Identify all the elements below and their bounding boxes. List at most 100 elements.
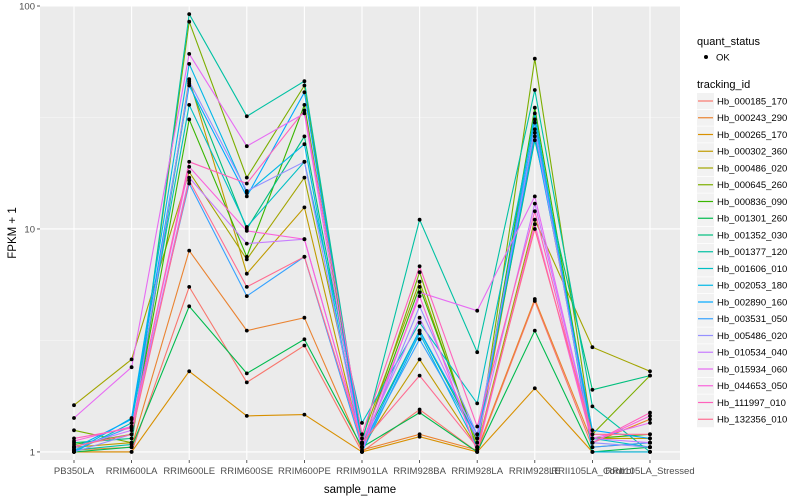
legend-points: OK	[704, 53, 730, 64]
x-tick-label: RRII105LA_Control	[551, 466, 633, 477]
y-tick-label: 10	[24, 224, 35, 235]
data-point	[532, 117, 537, 122]
data-point	[648, 432, 652, 437]
data-point	[72, 416, 76, 420]
data-point	[590, 428, 595, 433]
data-point	[532, 105, 537, 110]
data-point	[417, 270, 422, 275]
data-point	[72, 403, 76, 408]
data-point	[417, 264, 422, 269]
data-point	[417, 373, 422, 378]
data-point	[590, 436, 595, 441]
x-tick-label: RRIM600PE	[278, 466, 331, 477]
x-axis-title: sample_name	[324, 484, 396, 496]
data-point	[648, 436, 652, 441]
data-point	[187, 12, 192, 16]
data-point	[417, 290, 422, 295]
data-point	[532, 227, 537, 231]
data-point	[72, 436, 76, 441]
data-point	[129, 436, 134, 441]
data-point	[532, 222, 537, 227]
data-point	[360, 421, 364, 425]
data-point	[129, 442, 134, 447]
legend-title-quant-status: quant_status	[697, 36, 760, 48]
data-point	[417, 357, 422, 362]
data-point	[417, 331, 422, 336]
legend-colors: Hb_000185_170 Hb_000243_290 Hb_000265_170 H…	[697, 93, 787, 428]
x-tick-label: RRIM928LA	[451, 466, 503, 477]
data-point	[302, 142, 307, 147]
data-point	[417, 320, 422, 325]
data-point	[129, 432, 134, 437]
data-point	[532, 194, 537, 199]
data-point	[532, 328, 537, 333]
data-point	[475, 445, 480, 450]
data-point	[590, 345, 595, 350]
data-point	[187, 285, 192, 289]
data-point	[129, 450, 134, 454]
data-point	[187, 170, 192, 174]
x-tick-label: PB350LA	[54, 466, 95, 477]
data-point	[187, 117, 192, 122]
data-point	[360, 432, 364, 437]
data-point	[302, 79, 307, 84]
data-point	[360, 445, 364, 450]
data-point	[417, 315, 422, 320]
data-point	[532, 127, 537, 132]
data-point	[187, 19, 192, 24]
legend-label: Hb_002890_160	[717, 297, 787, 308]
data-point	[648, 414, 652, 418]
data-point	[648, 410, 652, 415]
data-point	[244, 285, 249, 289]
data-point	[302, 337, 307, 342]
data-point	[532, 130, 537, 135]
data-point	[360, 440, 364, 445]
data-point	[187, 164, 192, 169]
data-point	[417, 407, 422, 412]
data-point	[590, 432, 595, 437]
legend-point-key	[704, 55, 708, 59]
data-point	[187, 52, 192, 56]
data-point	[302, 175, 307, 180]
data-point	[244, 371, 249, 376]
legend-label: Hb_000645_260	[717, 180, 787, 191]
data-point	[532, 209, 537, 214]
data-point	[244, 229, 249, 233]
data-point	[187, 304, 192, 309]
x-tick-label: RRIM600LA	[106, 466, 158, 477]
data-point	[187, 248, 192, 253]
data-point	[129, 421, 134, 425]
legend-label: Hb_000302_360	[717, 147, 787, 158]
data-point	[532, 386, 537, 391]
data-point	[417, 285, 422, 289]
data-point	[187, 103, 192, 107]
legend-label: Hb_000185_170	[717, 96, 787, 107]
data-point	[302, 108, 307, 113]
data-point	[244, 380, 249, 385]
data-point	[417, 279, 422, 284]
data-point	[475, 440, 480, 445]
plot-panel	[40, 6, 680, 460]
legend-label: Hb_111997_010	[717, 398, 786, 409]
data-point	[244, 241, 249, 246]
legend-label: Hb_001377_120	[717, 247, 787, 258]
data-point	[648, 440, 652, 445]
legend: quant_status OK tracking_id Hb_000185_17…	[697, 36, 787, 428]
x-tick-label: RRIM901LA	[336, 466, 388, 477]
data-point	[590, 445, 595, 450]
x-tick-label: RRIM600LE	[163, 466, 215, 477]
data-point	[129, 426, 134, 430]
x-axis: PB350LA RRIM600LA RRIM600LE RRIM600SE RRIM60…	[54, 460, 695, 477]
data-point	[72, 450, 76, 454]
data-point	[532, 297, 537, 301]
legend-point-label: OK	[716, 53, 730, 64]
data-point	[244, 271, 249, 276]
legend-label: Hb_000836_090	[717, 197, 787, 208]
data-point	[72, 439, 76, 443]
data-point	[590, 404, 595, 409]
data-point	[244, 189, 249, 193]
legend-label: Hb_000486_020	[717, 163, 787, 174]
data-point	[244, 414, 249, 418]
data-point	[302, 315, 307, 320]
